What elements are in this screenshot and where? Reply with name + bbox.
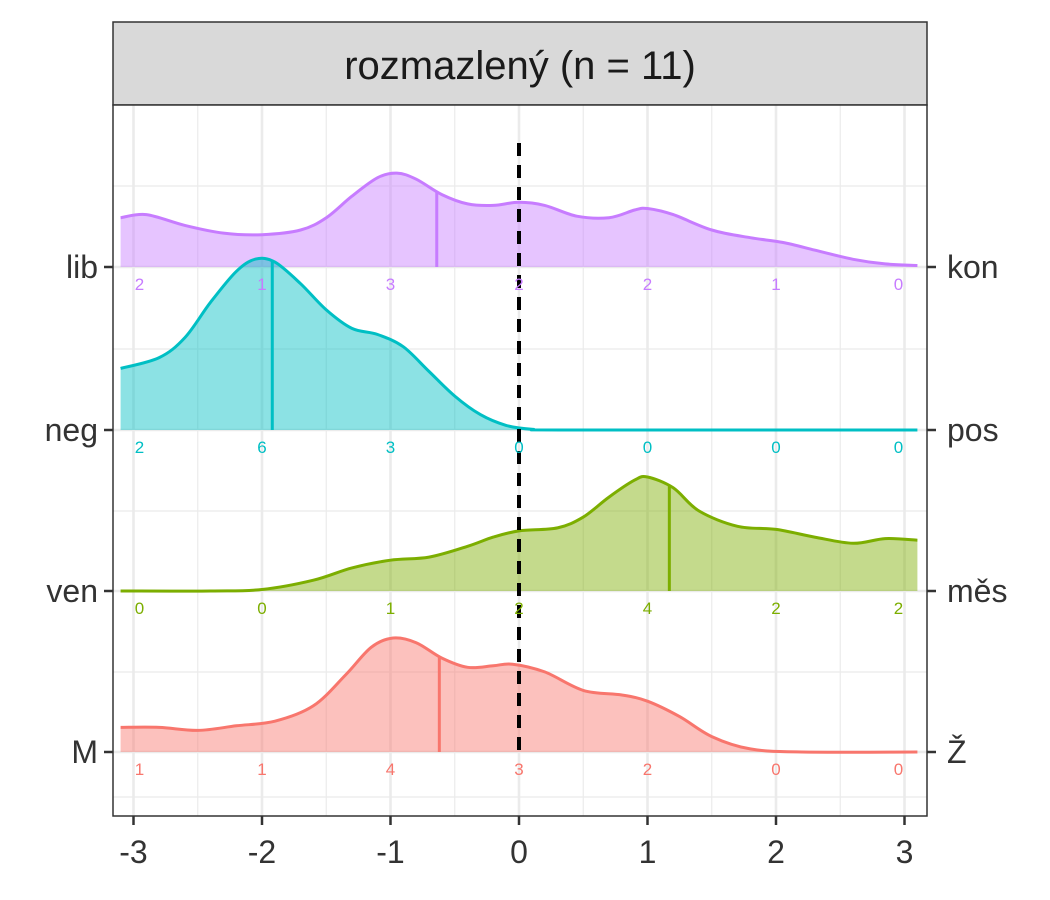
- count-label: 0: [894, 438, 903, 457]
- count-label: 1: [257, 760, 266, 779]
- axes: lib kon neg pos ven měs M Ž -3 -2 -1 0 1 2 3: [45, 249, 1008, 870]
- count-label: 2: [643, 275, 652, 294]
- y-label-left: neg: [45, 412, 98, 448]
- x-tick-label: 2: [767, 834, 785, 870]
- y-label-right: Ž: [947, 734, 967, 770]
- count-label: 1: [771, 275, 780, 294]
- y-label-left: ven: [46, 573, 98, 609]
- density-line: [120, 475, 918, 593]
- count-label: 1: [386, 599, 395, 618]
- y-label-right: pos: [947, 412, 999, 448]
- count-label: 0: [514, 438, 523, 457]
- count-label: 0: [643, 438, 652, 457]
- y-label-right: kon: [947, 249, 999, 285]
- density-line: [120, 171, 918, 267]
- count-label: 1: [135, 760, 144, 779]
- ridge-neg-pos: [120, 256, 918, 432]
- count-label: 3: [514, 760, 523, 779]
- density-line: [120, 256, 918, 432]
- count-label: 0: [257, 599, 266, 618]
- count-label: 2: [643, 760, 652, 779]
- count-label: 1: [257, 275, 266, 294]
- density-area: [120, 476, 918, 592]
- y-label-left: lib: [66, 249, 98, 285]
- count-label: 2: [135, 275, 144, 294]
- count-label: 0: [894, 760, 903, 779]
- density-area: [120, 258, 918, 431]
- count-label: 0: [135, 599, 144, 618]
- count-label: 2: [894, 599, 903, 618]
- count-label: 0: [894, 275, 903, 294]
- x-tick-label: -2: [248, 834, 276, 870]
- count-label: 0: [771, 760, 780, 779]
- y-label-right: měs: [947, 573, 1007, 609]
- x-tick-label: 3: [896, 834, 914, 870]
- count-label: 2: [771, 599, 780, 618]
- count-label: 4: [643, 599, 652, 618]
- x-tick-label: 0: [510, 834, 528, 870]
- strip-header: [112, 21, 928, 106]
- count-label: 6: [257, 438, 266, 457]
- x-tick-label: -3: [119, 834, 147, 870]
- count-label: 2: [135, 438, 144, 457]
- count-label: 0: [771, 438, 780, 457]
- count-label: 3: [386, 275, 395, 294]
- x-tick-label: -1: [376, 834, 404, 870]
- count-labels: 2 1 3 2 2 1 0 2 6 3 0 0 0 0 0 0 1 2 4 2 2 1 1 4 3 2 0 0: [135, 275, 903, 779]
- x-tick-label: 1: [639, 834, 657, 870]
- ridge-ven-měs: [120, 475, 918, 593]
- y-label-left: M: [71, 734, 98, 770]
- count-label: 2: [514, 599, 523, 618]
- count-label: 4: [386, 760, 395, 779]
- count-label: 2: [514, 275, 523, 294]
- chart-title: rozmazlený (n = 11): [344, 44, 696, 88]
- density-line: [120, 636, 918, 754]
- count-label: 3: [386, 438, 395, 457]
